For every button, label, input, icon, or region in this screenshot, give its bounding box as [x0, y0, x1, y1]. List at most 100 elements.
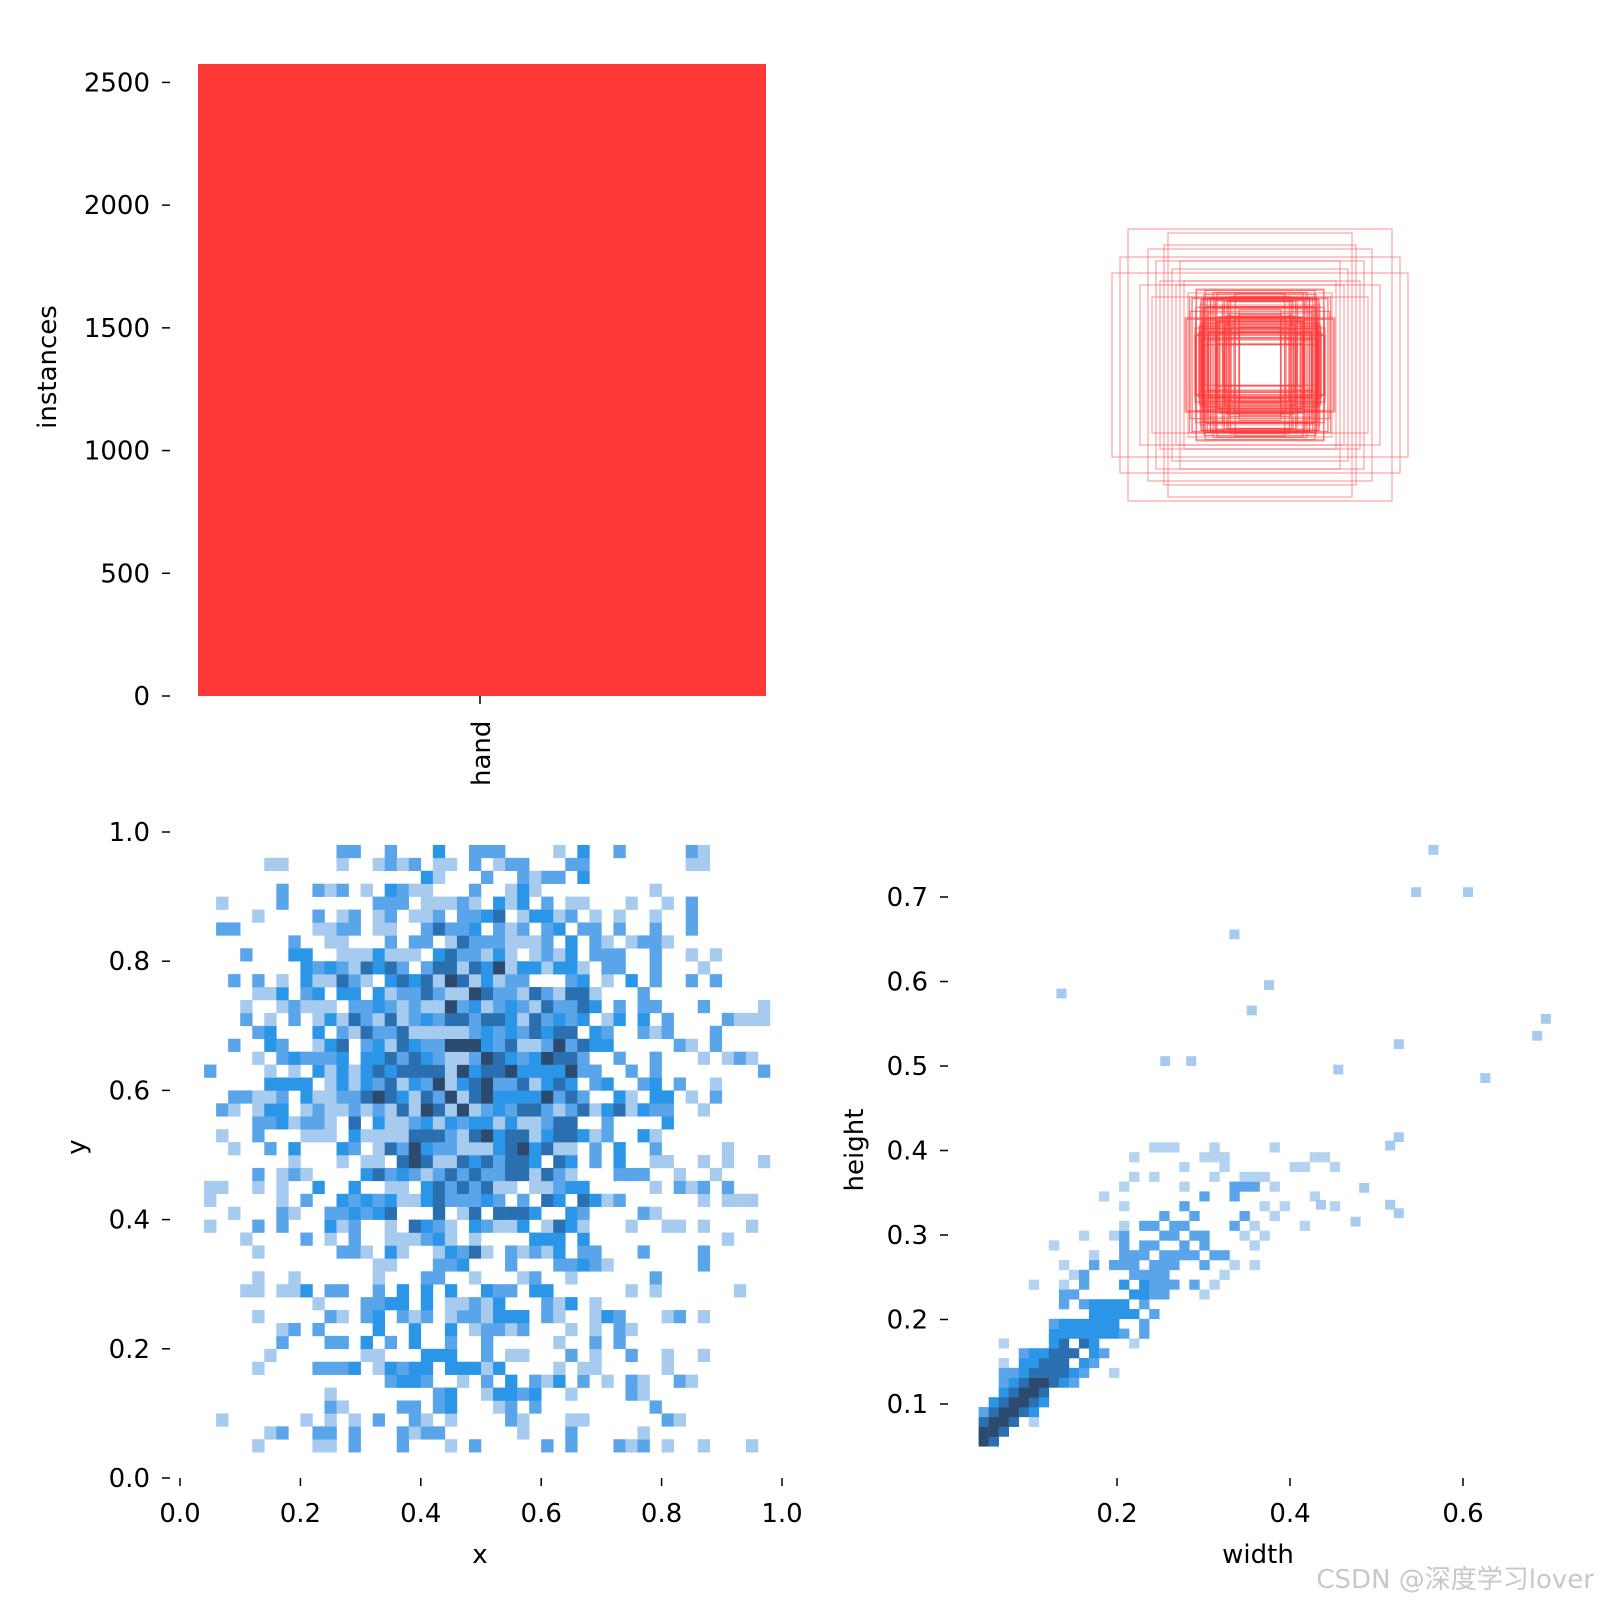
xy-hist-cell — [468, 1103, 482, 1117]
xy-hist-cell — [420, 961, 434, 975]
xy-hist-cell — [505, 1374, 518, 1388]
xy-hist-cell — [432, 1193, 446, 1207]
label-box — [1163, 244, 1357, 486]
xy-hist-cell — [396, 1064, 410, 1078]
xy-hist-cell — [661, 1439, 674, 1453]
wh-hist-cell — [1279, 1201, 1290, 1212]
xy-hist-cell — [336, 1400, 349, 1414]
xy-hist-cell — [613, 999, 626, 1014]
xy-hist-cell — [637, 1129, 650, 1143]
xy-hist-cell — [733, 1051, 747, 1065]
wh-hist-cell — [1315, 1199, 1326, 1210]
wh-hist-cell — [998, 1407, 1010, 1418]
wh-hist-cell — [1058, 1348, 1070, 1359]
xy-hist-cell — [444, 1142, 458, 1156]
xy-hist-cell — [456, 1038, 470, 1052]
xy-hist-cell — [456, 1374, 470, 1388]
xy-hist-cell — [565, 1297, 578, 1311]
xy-hist-cell — [408, 1374, 422, 1388]
xy-hist-cell — [300, 1051, 313, 1065]
xy-hist-cell — [625, 1374, 638, 1388]
wh-hist-cell — [988, 1397, 999, 1408]
xy-hist-cell — [456, 909, 470, 923]
xy-hist-cell — [204, 1219, 217, 1233]
xy-hist-cell — [276, 1206, 289, 1220]
xy-hist-cell — [565, 1258, 578, 1272]
xy-hist-cell — [432, 1206, 446, 1220]
xy-hist-cell — [408, 1167, 422, 1182]
xy-hist-cell — [384, 1219, 398, 1233]
xy-hist-cell — [456, 1077, 470, 1091]
xy-hist-cell — [420, 922, 434, 936]
xy-hist-cell — [589, 1155, 602, 1169]
xy-hist-cell — [517, 1387, 530, 1401]
y-tick-label-1000: 1000 — [84, 437, 150, 467]
xy-hist-cell — [336, 935, 349, 949]
xy-hist-cell — [456, 1310, 470, 1324]
xy-hist-cell — [300, 1129, 313, 1143]
xy-hist-cell — [673, 1374, 686, 1388]
xy-hist-cell — [240, 948, 253, 962]
xy-hist-cell — [312, 1322, 325, 1337]
xy-hist-cell — [348, 1206, 361, 1220]
xy-hist-cell — [408, 857, 422, 872]
xy-hist-cell — [384, 1245, 398, 1259]
xy-hist-cell — [396, 1193, 410, 1207]
xy-hist-cell — [481, 1025, 494, 1040]
xy-hist-cell — [444, 1219, 458, 1233]
wh-hist-cell — [1259, 1230, 1270, 1241]
xy-hist-cell — [481, 1361, 494, 1375]
xy-hist-cell — [348, 1180, 361, 1195]
xy-hist-cell — [432, 1387, 446, 1401]
xy-hist-cell — [444, 1258, 458, 1272]
xy-hist-cell — [517, 1038, 530, 1052]
xy-hist-cell — [529, 1051, 542, 1065]
xy-hist-cell — [649, 1077, 662, 1091]
wh-hist-cell — [1119, 1240, 1130, 1251]
xy-hist-cell — [577, 1103, 590, 1117]
xy-hist-cell — [577, 1012, 590, 1027]
xy-hist-cell — [324, 1310, 337, 1324]
xy-hist-cell — [541, 987, 554, 1001]
xy-hist-cell — [360, 1129, 373, 1143]
xy-hist-cell — [360, 1025, 373, 1040]
xy-hist-cell — [637, 987, 650, 1001]
xy-hist-cell — [468, 999, 482, 1014]
xy-hist-cell — [468, 1155, 482, 1169]
xy-hist-cell — [697, 1348, 711, 1363]
xy-hist-cell — [360, 1155, 373, 1169]
xy-hist-cell — [396, 1103, 410, 1117]
xy-hist-cell — [733, 1012, 747, 1027]
xy-hist-cell — [432, 974, 446, 988]
xy-hist-cell — [288, 1155, 301, 1169]
xy-hist-cell — [324, 922, 337, 936]
xy-hist-cell — [468, 857, 482, 872]
wh-hist-cell — [1018, 1387, 1030, 1398]
xy-hist-cell — [264, 1025, 277, 1040]
xy-hist-cell — [360, 1348, 373, 1363]
xy-hist-cell — [396, 1129, 410, 1143]
xy-hist-cell — [420, 1361, 434, 1375]
xy-hist-cell — [685, 974, 699, 988]
xy-hist-cell — [565, 909, 578, 923]
xy-hist-cell — [384, 987, 398, 1001]
wh-hist-cell — [1329, 1161, 1341, 1173]
xy-hist-cell — [493, 1180, 506, 1195]
xy-hist-cell — [468, 1322, 482, 1337]
xy-hist-cell — [360, 1335, 373, 1350]
xy-hist-cell — [384, 1012, 398, 1027]
xy-hist-cell — [456, 1361, 470, 1375]
wh-hist-cell — [1048, 1367, 1060, 1378]
xy-hist-cell — [541, 999, 554, 1014]
wh-hist-cell — [1018, 1397, 1030, 1408]
xy-hist-cell — [300, 1167, 313, 1182]
xy-hist-cell — [577, 1051, 590, 1065]
xy-hist-cell — [444, 1245, 458, 1259]
xy-hist-cell — [481, 844, 494, 859]
xy-hist-cell — [444, 1322, 458, 1337]
wh-hist-cell — [1048, 1338, 1060, 1349]
xy-hist-cell — [324, 999, 337, 1014]
xy-hist-cell — [456, 948, 470, 962]
xy-hist-cell — [348, 999, 361, 1014]
xy-hist-cell — [541, 1116, 554, 1130]
